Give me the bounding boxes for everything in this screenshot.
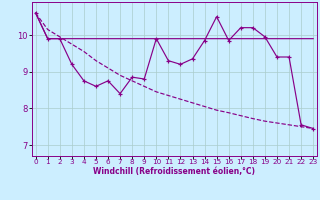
X-axis label: Windchill (Refroidissement éolien,°C): Windchill (Refroidissement éolien,°C) (93, 167, 255, 176)
